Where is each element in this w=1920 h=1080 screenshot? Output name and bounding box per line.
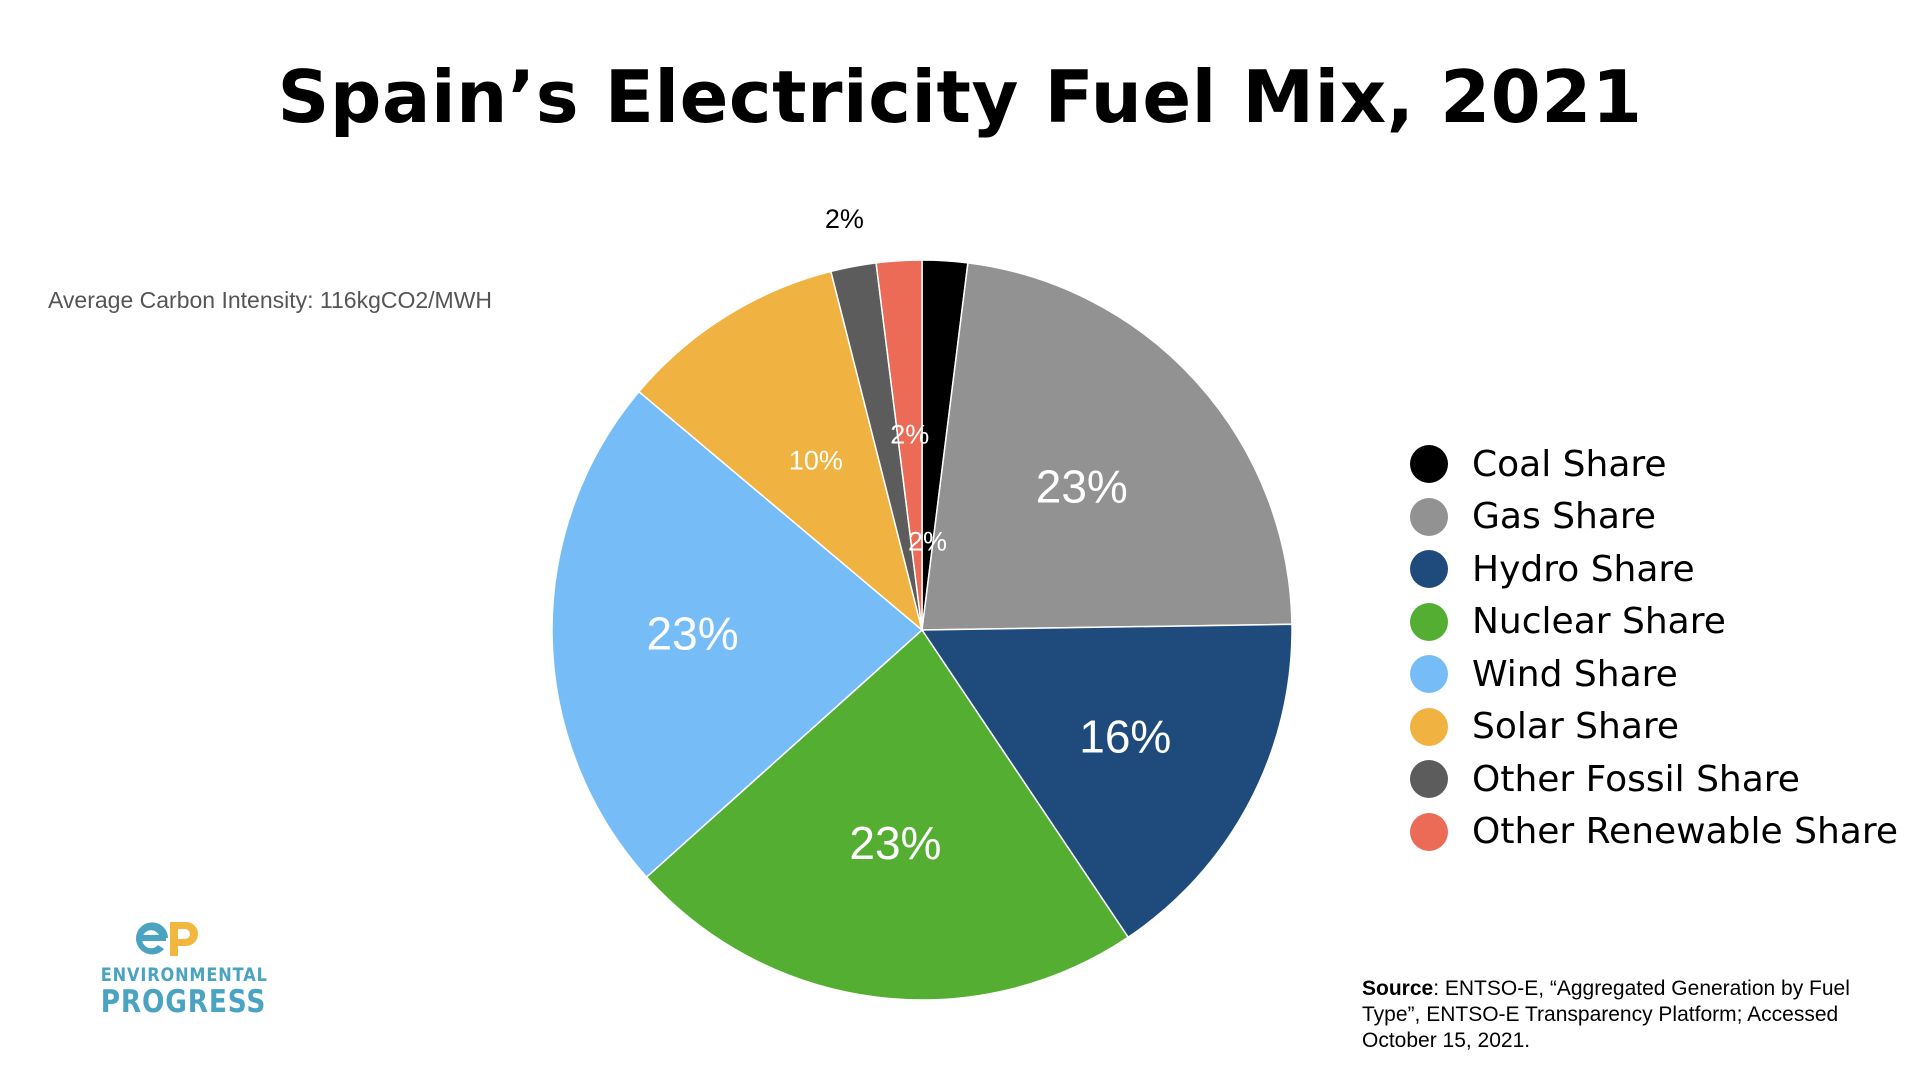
environmental-progress-logo: ENVIRONMENTAL PROGRESS [88,918,268,1020]
legend-item-other-fossil-share: Other Fossil Share [1410,753,1898,806]
pie-slice-wind-share [551,390,924,879]
legend-item-hydro-share: Hydro Share [1410,543,1898,596]
pie-slice-gas-share [921,262,1293,631]
logo-line-2: PROGRESS [100,984,267,1020]
legend-item-nuclear-share: Nuclear Share [1410,596,1898,649]
legend-item-coal-share: Coal Share [1410,438,1898,491]
legend-swatch-other-fossil-share [1410,760,1448,799]
pie-slice-solar-share [637,270,924,633]
legend-swatch-hydro-share [1410,550,1448,589]
legend-swatch-gas-share [1410,497,1448,536]
legend-item-solar-share: Solar Share [1410,701,1898,754]
legend: Coal Share Gas Share Hydro Share Nuclear Sh… [1410,438,1898,858]
pie-slice-hydro-share [920,623,1293,939]
logo-line-1: ENVIRONMENTAL [100,964,268,986]
legend-label-solar-share: Solar Share [1472,706,1680,748]
legend-label-wind-share: Wind Share [1472,653,1678,695]
legend-swatch-solar-share [1410,707,1448,746]
pie-label-solar-share: 10% [789,446,843,476]
pie-label-other-fossil-share: 2% [825,204,864,234]
pie-label-coal-share: 2% [908,526,947,556]
source-label: Source [1362,977,1434,1000]
pie-label-nuclear-share: 23% [849,817,941,869]
legend-label-gas-share: Gas Share [1472,496,1657,538]
legend-swatch-nuclear-share [1410,602,1448,641]
legend-label-nuclear-share: Nuclear Share [1472,601,1726,643]
legend-label-coal-share: Coal Share [1472,443,1667,485]
source-note: Source: ENTSO-E, “Aggregated Generation … [1362,976,1892,1054]
legend-swatch-wind-share [1410,655,1448,694]
pie-slice-nuclear-share [645,628,1130,1001]
legend-swatch-coal-share [1410,445,1448,484]
legend-label-other-renewable-share: Other Renewable Share [1472,811,1899,853]
pie-label-gas-share: 23% [1036,461,1128,513]
pie-label-other-renewable-share: 2% [890,419,929,449]
legend-item-other-renewable-share: Other Renewable Share [1410,806,1898,859]
chart-title: Spain’s Electricity Fuel Mix, 2021 [277,55,1643,139]
legend-swatch-other-renewable-share [1410,812,1448,851]
legend-label-other-fossil-share: Other Fossil Share [1472,758,1800,800]
pie-label-hydro-share: 16% [1079,710,1171,762]
ep-logo-icon [136,922,198,956]
chart-subtitle: Average Carbon Intensity: 116kgCO2/MWH [48,287,493,313]
source-text: : ENTSO-E, “Aggregated Generation by Fue… [1362,977,1850,1052]
legend-item-gas-share: Gas Share [1410,491,1898,544]
legend-item-wind-share: Wind Share [1410,648,1898,701]
pie-label-wind-share: 23% [647,608,739,660]
legend-label-hydro-share: Hydro Share [1472,548,1695,590]
pie-slice-other-renewable-share [875,259,923,631]
